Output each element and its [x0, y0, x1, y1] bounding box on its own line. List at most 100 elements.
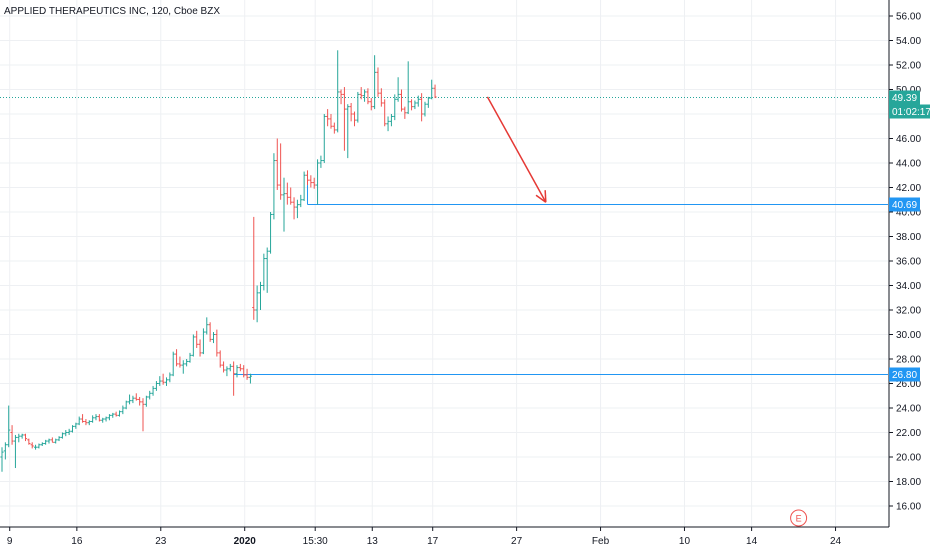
- ohlc-bar: [104, 416, 108, 422]
- ohlc-bar: [279, 143, 283, 200]
- y-tick-label: 40.00: [896, 208, 921, 219]
- ohlc-bar: [272, 153, 276, 220]
- ohlc-bar: [0, 447, 4, 472]
- ohlc-bar: [144, 395, 148, 407]
- ohlc-bar: [336, 50, 340, 133]
- ohlc-bar: [292, 197, 296, 220]
- ohlc-bar: [174, 349, 179, 367]
- ohlc-bar: [302, 171, 306, 201]
- ohlc-bar: [117, 410, 122, 417]
- ohlc-bar: [268, 212, 273, 254]
- ohlc-bar: [3, 442, 7, 460]
- ohlc-bar: [60, 432, 65, 439]
- x-tick-label: 9: [7, 536, 13, 547]
- ohlc-bar: [332, 122, 336, 134]
- ohlc-bar: [406, 61, 410, 114]
- ohlc-bar: [329, 114, 333, 129]
- ohlc-bar: [171, 351, 175, 377]
- y-tick-label: 46.00: [896, 134, 921, 145]
- ohlc-bar: [420, 93, 424, 122]
- x-tick-label: 17: [427, 536, 439, 547]
- countdown-badge: [889, 104, 930, 119]
- x-tick-label: 16: [71, 536, 83, 547]
- y-tick-label: 54.00: [896, 36, 921, 47]
- ohlc-bar: [218, 350, 222, 368]
- ohlc-bar: [383, 99, 387, 127]
- ohlc-bar: [20, 433, 24, 439]
- countdown-text: 01:02:17: [892, 107, 931, 118]
- x-tick-label: 2020: [234, 536, 257, 547]
- ohlc-bar: [111, 412, 115, 418]
- ohlc-bar: [164, 377, 169, 386]
- price-badges: 49.39 40.69 26.80 01:02:17: [889, 90, 931, 382]
- ohlc-bar: [141, 398, 145, 432]
- ohlc-bar: [138, 396, 142, 406]
- earnings-letter: E: [796, 514, 802, 524]
- y-tick-label: 34.00: [896, 281, 921, 292]
- y-tick-label: 16.00: [896, 502, 921, 513]
- ohlc-bar: [17, 433, 21, 443]
- ohlc-bar: [37, 443, 41, 449]
- ohlc-bar: [312, 177, 316, 189]
- y-tick-label: 44.00: [896, 159, 921, 170]
- ohlc-bar: [376, 67, 380, 97]
- ohlc-bar: [127, 394, 132, 405]
- ohlc-bar: [50, 437, 54, 443]
- ohlc-bar: [295, 199, 300, 219]
- ohlc-bar: [205, 317, 209, 335]
- chart-title: APPLIED THERAPEUTICS INC, 120, Cboe BZX: [4, 6, 220, 17]
- x-tick-label: 23: [155, 536, 167, 547]
- ohlc-bar: [342, 87, 347, 151]
- ohlc-bar: [94, 414, 98, 421]
- price-badge: [889, 197, 920, 212]
- y-tick-label: 30.00: [896, 330, 921, 341]
- ohlc-bar: [121, 405, 125, 415]
- x-tick-label: 13: [367, 536, 379, 547]
- ohlc-bar: [373, 55, 377, 110]
- ohlc-bar: [258, 281, 263, 310]
- ohlc-bar: [252, 216, 256, 320]
- ohlc-bar: [275, 138, 279, 190]
- ohlc-bar: [379, 88, 383, 107]
- arrow-head: [544, 190, 547, 203]
- ohlc-bar: [242, 365, 246, 378]
- price-badge-text: 26.80: [892, 370, 917, 381]
- ohlc-bar: [67, 428, 71, 435]
- y-tick-label: 18.00: [896, 477, 921, 488]
- ohlc-bar: [339, 89, 343, 105]
- ohlc-bar: [265, 247, 269, 293]
- ohlc-bar: [201, 328, 206, 355]
- ohlc-bar: [289, 187, 293, 205]
- ohlc-bar: [74, 422, 78, 429]
- ohlc-bar: [77, 416, 81, 426]
- y-tick-label: 32.00: [896, 306, 921, 317]
- ohlc-bar: [299, 194, 303, 208]
- x-tick-label: 14: [746, 536, 758, 547]
- ohlc-bar: [84, 419, 88, 426]
- ohlc-bar: [349, 102, 353, 122]
- ohlc-bar: [326, 109, 330, 127]
- ohlc-bar: [232, 361, 236, 396]
- ohlc-bar: [228, 363, 232, 372]
- earnings-marker[interactable]: E: [790, 509, 808, 527]
- arrow-head: [535, 194, 547, 203]
- ohlc-bar: [399, 89, 404, 112]
- trend-arrow[interactable]: [486, 96, 547, 203]
- ohlc-bar: [107, 414, 112, 421]
- ohlc-bar: [386, 116, 390, 132]
- ohlc-bar: [215, 329, 219, 357]
- ohlc-bar: [158, 376, 162, 386]
- ohlc-bar: [409, 99, 414, 111]
- price-badge-text: 49.39: [892, 93, 917, 104]
- ohlc-bar: [47, 438, 51, 444]
- price-badge-text: 40.69: [892, 200, 917, 211]
- price-badge: [889, 367, 920, 382]
- ohlc-bar: [188, 352, 192, 363]
- ohlc-bar: [369, 98, 373, 111]
- ohlc-bar: [64, 430, 68, 437]
- ohlc-bar: [10, 425, 14, 445]
- ohlc-bar: [7, 405, 11, 448]
- ohlc-bar: [430, 79, 434, 100]
